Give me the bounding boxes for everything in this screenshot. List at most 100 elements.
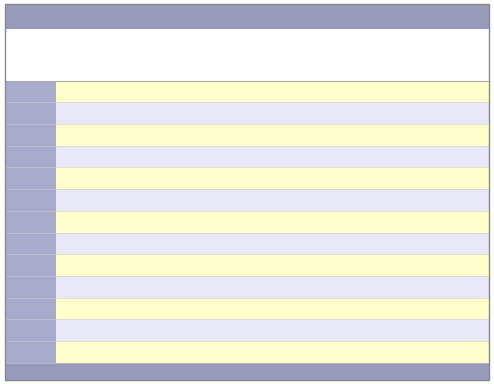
Text: www.eldoradocountyweather.com: www.eldoradocountyweather.com xyxy=(321,366,487,377)
Text: El Dorado Weather: El Dorado Weather xyxy=(362,10,487,23)
Text: May: May xyxy=(7,173,26,183)
Text: 9.7: 9.7 xyxy=(131,195,150,205)
Text: 9.2: 9.2 xyxy=(377,152,396,162)
Text: 56.6: 56.6 xyxy=(311,238,336,248)
Text: 11.6: 11.6 xyxy=(374,304,399,314)
Text: 48.9: 48.9 xyxy=(311,217,336,227)
Text: 9.0: 9.0 xyxy=(75,325,94,335)
Text: 10.2: 10.2 xyxy=(374,108,399,118)
Text: Feb: Feb xyxy=(7,108,26,118)
Text: 6.9: 6.9 xyxy=(377,217,396,227)
Text: Year: Year xyxy=(7,347,33,357)
Text: (Deg C): (Deg C) xyxy=(64,67,104,76)
Text: 55.6: 55.6 xyxy=(311,108,336,118)
Text: (Knots): (Knots) xyxy=(434,67,474,76)
Text: 7.0: 7.0 xyxy=(191,304,209,314)
Text: 21.7: 21.7 xyxy=(72,217,97,227)
Text: 8.4: 8.4 xyxy=(445,152,463,162)
Text: 6.0: 6.0 xyxy=(131,347,150,357)
Text: Yeovilton: Yeovilton xyxy=(7,10,68,23)
Text: Days of
Rainfall: Days of Rainfall xyxy=(364,35,410,54)
Text: 8.8: 8.8 xyxy=(445,325,463,335)
Text: 11.1: 11.1 xyxy=(72,304,97,314)
Text: 64.5: 64.5 xyxy=(311,260,336,270)
Text: Aug: Aug xyxy=(7,238,26,248)
Text: (mm): (mm) xyxy=(312,67,335,76)
Text: 2.7: 2.7 xyxy=(131,130,150,140)
Text: 139.8: 139.8 xyxy=(246,260,278,270)
Text: 12.6: 12.6 xyxy=(374,325,399,335)
Text: 9.2: 9.2 xyxy=(445,86,463,96)
Text: 11.3: 11.3 xyxy=(374,282,399,292)
Text: 9.2: 9.2 xyxy=(191,325,209,335)
Text: 155.4: 155.4 xyxy=(246,152,278,162)
Text: 121.2: 121.2 xyxy=(371,347,403,357)
Text: 6.7: 6.7 xyxy=(445,238,463,248)
Text: 56.6: 56.6 xyxy=(311,130,336,140)
Text: 21.5: 21.5 xyxy=(72,238,97,248)
Text: 0.0: 0.0 xyxy=(191,238,209,248)
Text: 16.5: 16.5 xyxy=(72,173,97,183)
Text: 11.9: 11.9 xyxy=(128,217,153,227)
Text: 9.1: 9.1 xyxy=(445,108,463,118)
Text: 9.1: 9.1 xyxy=(445,130,463,140)
Text: Rainfall: Rainfall xyxy=(301,40,347,49)
Text: Days of
Air Frost: Days of Air Frost xyxy=(174,35,226,54)
Text: 14.8: 14.8 xyxy=(72,282,97,292)
Text: 70.2: 70.2 xyxy=(249,304,274,314)
Text: 205.8: 205.8 xyxy=(246,217,278,227)
Text: 19.3: 19.3 xyxy=(72,195,97,205)
Text: 0.0: 0.0 xyxy=(191,260,209,270)
Text: 0.7: 0.7 xyxy=(191,173,209,183)
Text: Sunshine: Sunshine xyxy=(239,40,285,49)
Text: 7.4: 7.4 xyxy=(445,195,463,205)
Text: 3.6: 3.6 xyxy=(131,304,150,314)
Text: 3.7: 3.7 xyxy=(131,152,150,162)
Text: 724.5: 724.5 xyxy=(308,347,339,357)
Text: 7.9: 7.9 xyxy=(445,347,463,357)
Text: 47.3: 47.3 xyxy=(311,152,336,162)
Text: Max
Temp: Max Temp xyxy=(73,35,96,54)
Text: 197.8: 197.8 xyxy=(246,238,278,248)
Text: 8.5: 8.5 xyxy=(377,195,396,205)
Text: 10.3: 10.3 xyxy=(187,108,212,118)
Text: 107.6: 107.6 xyxy=(246,130,278,140)
Text: (Days): (Days) xyxy=(183,67,217,76)
Text: 8.6: 8.6 xyxy=(377,238,396,248)
Text: 0.0: 0.0 xyxy=(191,217,209,227)
Text: 8.3: 8.3 xyxy=(75,108,94,118)
Text: 7.8: 7.8 xyxy=(445,304,463,314)
Text: 11.7: 11.7 xyxy=(128,238,153,248)
Text: Jul: Jul xyxy=(7,217,26,227)
Text: Sep: Sep xyxy=(7,260,26,270)
Text: 12.9: 12.9 xyxy=(72,152,97,162)
Text: 50.2: 50.2 xyxy=(249,86,274,96)
Text: 6.9: 6.9 xyxy=(445,217,463,227)
Text: 7.4: 7.4 xyxy=(445,282,463,292)
Text: 2.4: 2.4 xyxy=(131,325,150,335)
Text: 9.6: 9.6 xyxy=(131,260,150,270)
Text: Dec: Dec xyxy=(7,325,26,335)
Text: 2.0: 2.0 xyxy=(191,282,209,292)
Text: 12.5: 12.5 xyxy=(374,86,399,96)
Text: 57.2: 57.2 xyxy=(311,195,336,205)
Text: 48.9: 48.9 xyxy=(311,173,336,183)
Text: 8.1: 8.1 xyxy=(75,86,94,96)
Text: 0.0: 0.0 xyxy=(191,195,209,205)
Text: 46.8: 46.8 xyxy=(249,325,274,335)
Text: Wind at
10 m: Wind at 10 m xyxy=(434,35,474,54)
Text: 6.9: 6.9 xyxy=(131,282,150,292)
Text: 52.8: 52.8 xyxy=(187,347,212,357)
Text: 68.9: 68.9 xyxy=(249,108,274,118)
Text: 7.5: 7.5 xyxy=(191,130,209,140)
Text: 72.0: 72.0 xyxy=(311,86,336,96)
Text: Apr: Apr xyxy=(7,152,26,162)
Text: 101.1: 101.1 xyxy=(246,282,278,292)
Text: 1522.7: 1522.7 xyxy=(243,347,281,357)
Text: 18.6: 18.6 xyxy=(72,260,97,270)
Text: 8.8: 8.8 xyxy=(377,173,396,183)
Text: (Deg C): (Deg C) xyxy=(121,67,161,76)
Text: Min
Temp: Min Temp xyxy=(129,35,152,54)
Text: 14.4: 14.4 xyxy=(72,347,97,357)
Text: 10.9: 10.9 xyxy=(374,130,399,140)
